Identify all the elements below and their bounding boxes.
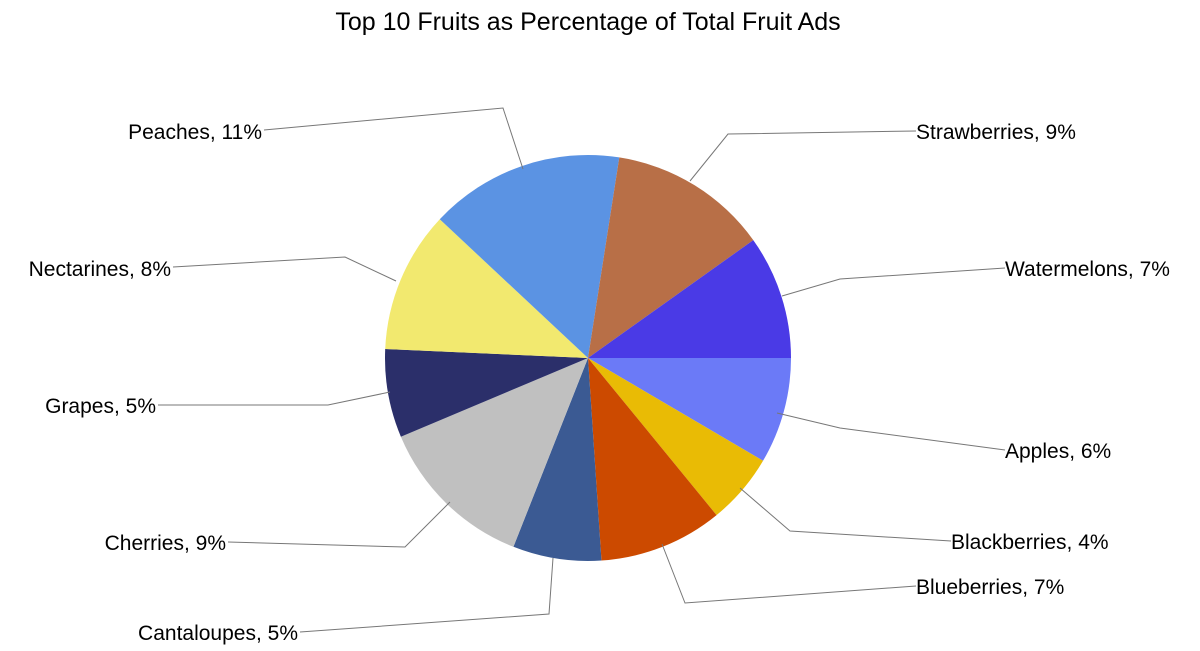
slice-label-blueberries: Blueberries, 7% [916,576,1064,599]
slice-label-cantaloupes: Cantaloupes, 5% [138,622,298,645]
pie-slices [385,155,791,561]
slice-label-blackberries: Blackberries, 4% [951,531,1109,554]
slice-label-nectarines: Nectarines, 8% [29,258,171,281]
chart-title: Top 10 Fruits as Percentage of Total Fru… [335,8,840,36]
leader-line-grapes [158,391,391,406]
pie-slice-strawberries [588,157,754,358]
pie-slice-blueberries [588,358,717,561]
leader-lines [158,107,1006,633]
pie-slice-cherries [400,358,588,547]
leader-line-apples [776,412,1006,451]
slice-label-strawberries: Strawberries, 9% [916,121,1076,144]
pie-slice-nectarines [385,219,588,358]
leader-line-strawberries [689,130,917,182]
slice-label-grapes: Grapes, 5% [45,395,156,418]
leader-line-blueberries [661,543,917,604]
pie-slice-apples [588,358,791,461]
leader-line-nectarines [172,256,397,282]
pie-slice-peaches [439,155,620,358]
leader-line-blackberries [739,487,952,542]
leader-line-peaches [263,107,524,170]
leader-line-watermelons [781,267,1006,297]
pie-slice-blackberries [588,358,764,516]
leader-line-cherries [227,501,451,548]
slice-labels: Strawberries, 9% Watermelons, 7% Apples, 6… [29,121,1170,645]
pie-slice-cantaloupes [513,358,602,561]
slice-label-watermelons: Watermelons, 7% [1005,258,1170,281]
pie-slice-grapes [385,349,588,437]
pie-slice-watermelons [588,240,791,358]
slice-label-apples: Apples, 6% [1005,440,1111,463]
leader-line-cantaloupes [299,557,554,633]
slice-label-cherries: Cherries, 9% [105,532,226,555]
slice-label-peaches: Peaches, 11% [128,121,262,144]
